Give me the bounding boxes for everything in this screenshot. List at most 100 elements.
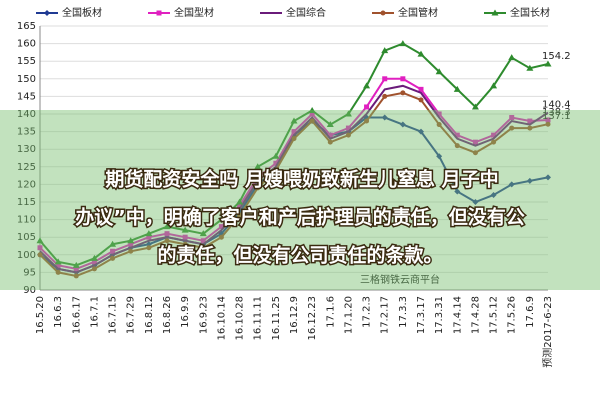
marker [418,97,424,103]
marker [436,111,442,117]
marker [273,167,279,173]
marker [36,237,44,244]
marker [110,255,116,261]
marker [199,230,207,237]
marker [217,216,225,223]
marker [436,153,443,160]
marker [326,121,334,128]
x-tick-label: 17.4.28 [470,296,481,334]
marker [54,258,62,265]
marker [491,132,497,138]
marker [418,86,424,92]
marker [454,188,461,195]
x-tick-label: 17.6.9 [525,296,536,328]
y-tick-label: 165 [17,21,36,32]
data-label: 137.1 [542,111,571,122]
marker [400,76,406,82]
marker [364,118,370,124]
marker [91,259,97,265]
marker [291,129,297,135]
marker [417,50,425,57]
marker [399,121,406,128]
marker [218,234,224,240]
marker [344,110,352,117]
legend-label: 全国板材 [62,6,102,19]
y-tick-label: 125 [17,162,36,173]
marker [237,203,243,209]
marker [109,240,117,247]
marker [509,115,515,121]
x-tick-label: 17.1.6 [325,296,336,328]
marker [491,9,499,16]
x-tick-label: 17.3.31 [434,296,445,334]
x-tick-label: 16.6.17 [71,296,82,334]
marker [200,245,206,251]
marker [453,85,461,92]
marker [72,261,80,268]
y-tick-label: 160 [17,39,36,50]
marker [73,266,79,272]
x-tick-label: 16.7.15 [108,296,119,334]
x-tick-label: 16.12.9 [289,296,300,334]
marker [527,125,533,131]
marker [454,132,460,138]
y-tick-label: 120 [17,179,36,190]
marker [37,245,43,251]
x-tick-label: 16.8.12 [144,296,155,334]
marker [380,10,386,16]
marker [382,93,388,99]
marker [509,125,515,131]
marker [508,54,516,61]
legend-label: 全国长材 [510,6,550,19]
marker [454,143,460,149]
marker [156,10,162,16]
y-tick-label: 140 [17,109,36,120]
marker [381,47,389,54]
marker [44,10,50,16]
x-tick-label: 17.2.17 [380,296,391,334]
data-label: 138.3 [542,107,571,118]
x-tick-label: 16.12.23 [307,296,318,341]
marker [146,234,152,240]
y-tick-label: 105 [17,232,36,243]
marker [382,76,388,82]
x-tick-label: 17.4.14 [452,296,463,334]
x-tick-label: 16.8.26 [162,296,173,334]
x-tick-label: 16.6.3 [53,296,64,328]
marker [254,163,262,170]
marker [308,106,316,113]
marker [491,139,497,145]
marker [526,177,533,184]
x-tick-label: 17.1.20 [343,296,354,334]
watermark: 三格钢铁云商平台 [360,273,440,286]
marker [146,245,152,251]
overlay-text: 办议”中，明确了客户和产后护理员的责任，但没有公 [75,206,525,229]
x-tick-label: 16.7.29 [126,296,137,334]
data-label: 154.2 [542,51,571,62]
marker [527,118,533,124]
marker [128,248,134,254]
marker [472,139,478,145]
x-tick-label: 17.3.17 [416,296,427,334]
x-tick-label: 16.10.28 [235,296,246,341]
marker [200,238,206,244]
marker [255,174,261,180]
marker [110,248,116,254]
marker [472,199,479,205]
series-line [39,84,549,274]
legend-label: 全国管材 [398,6,438,19]
data-label: 140.4 [542,100,571,111]
y-tick-label: 155 [17,56,36,67]
marker [164,238,170,244]
x-tick-label: 16.9.9 [180,296,191,328]
marker [127,237,135,244]
marker [381,114,388,121]
marker [399,40,407,47]
marker [345,132,351,138]
overlay-text: 期货配资安全吗 月嫂喂奶致新生儿窒息 月子中 [105,168,498,191]
marker [37,252,43,258]
marker [545,121,551,127]
legend-label: 全国综合 [286,6,326,19]
marker [545,117,551,123]
